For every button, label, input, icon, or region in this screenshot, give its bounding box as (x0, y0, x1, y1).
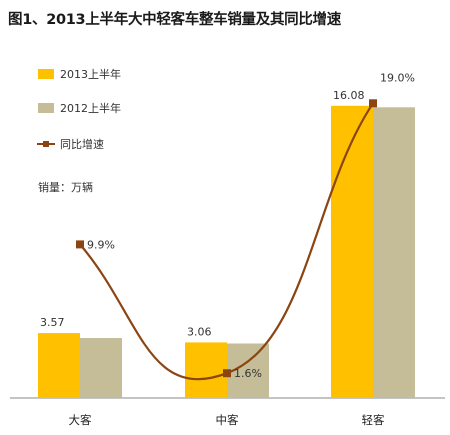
bar-2012-light-bus (373, 107, 415, 399)
growth-value-label-large-bus: 9.9% (87, 238, 115, 251)
bar-value-label-2013-light-bus: 16.08 (333, 89, 365, 102)
bar-value-label-2013-large-bus: 3.57 (40, 316, 65, 329)
legend-marker-growth (43, 141, 49, 147)
bar-2013-light-bus (331, 105, 373, 399)
bar-2013-medium-bus (185, 342, 227, 398)
chart-title: 图1、2013上半年大中轻客车整车销量及其同比增速 (8, 12, 341, 28)
category-label-large-bus: 大客 (69, 413, 92, 427)
growth-value-label-medium-bus: 1.6% (234, 367, 262, 380)
growth-value-label-light-bus: 19.0% (380, 71, 415, 84)
legend-swatch-2013 (38, 69, 54, 79)
legend-swatch-2012 (38, 103, 54, 113)
unit-note: 销量：万辆 (38, 180, 93, 194)
growth-rate-line (79, 102, 374, 381)
legend-label-2013: 2013上半年 (60, 67, 121, 81)
legend-label-growth: 同比增速 (60, 137, 104, 151)
growth-marker-light-bus (369, 99, 377, 108)
growth-marker-large-bus (76, 240, 84, 249)
legend-label-2012: 2012上半年 (60, 101, 121, 115)
bar-2012-large-bus (80, 338, 122, 398)
category-label-medium-bus: 中客 (216, 413, 239, 427)
growth-marker-medium-bus (223, 369, 231, 378)
bar-2013-large-bus (38, 333, 80, 398)
category-label-light-bus: 轻客 (362, 413, 385, 427)
bar-value-label-2013-medium-bus: 3.06 (187, 325, 212, 338)
